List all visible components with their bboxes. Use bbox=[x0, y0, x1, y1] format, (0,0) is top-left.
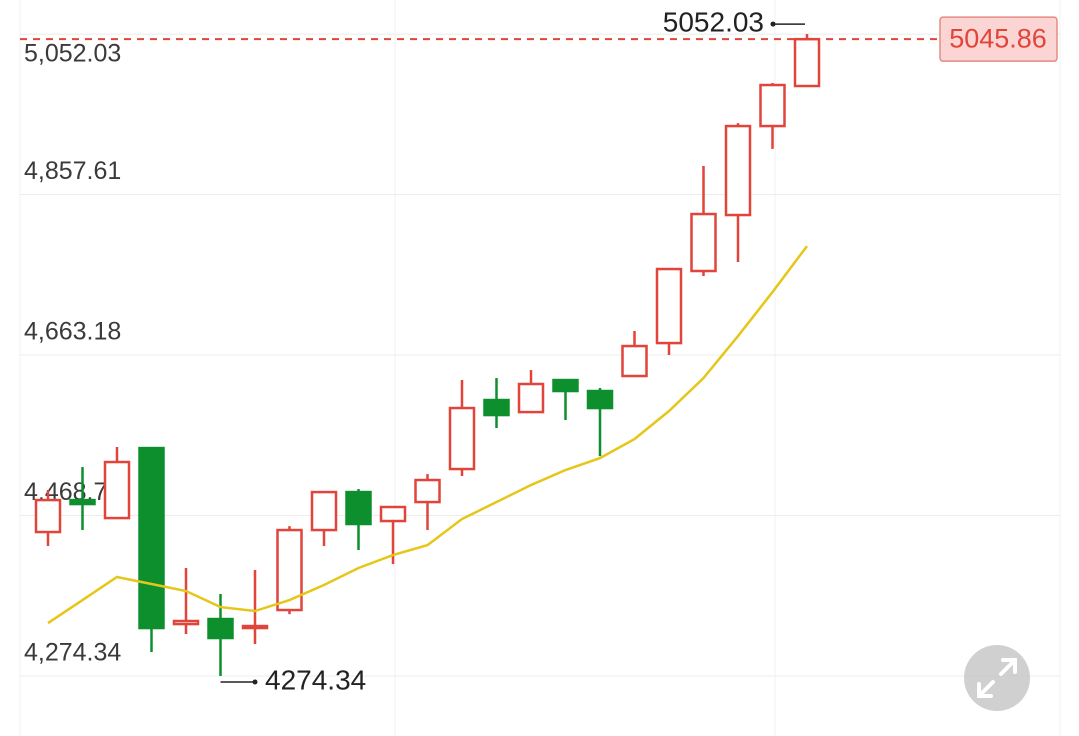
y-tick-label: 4,274.34 bbox=[24, 639, 121, 667]
candle-body bbox=[414, 478, 441, 504]
min-dot bbox=[252, 679, 258, 685]
candle-body bbox=[103, 460, 131, 520]
candle-body bbox=[586, 389, 614, 410]
last-price-box bbox=[939, 16, 1058, 62]
candle-body bbox=[517, 382, 545, 414]
plot: 5,052.034,857.614,663.184,468.764,274.34… bbox=[19, 0, 1061, 736]
candle-body bbox=[483, 398, 510, 417]
candle-body bbox=[690, 212, 717, 273]
expand-button[interactable] bbox=[964, 645, 1030, 711]
y-tick-label: 5,052.03 bbox=[24, 40, 121, 68]
candle-body bbox=[172, 619, 200, 626]
max-label: 5052.03 bbox=[663, 6, 764, 37]
candle-body bbox=[345, 490, 372, 526]
candle-body bbox=[724, 124, 752, 217]
ma-line bbox=[47, 245, 808, 625]
min-label: 4274.34 bbox=[265, 664, 366, 695]
expand-button-bg[interactable] bbox=[964, 645, 1030, 711]
candle-body bbox=[276, 528, 303, 612]
y-tick-label: 4,857.61 bbox=[24, 157, 121, 185]
candle-body bbox=[207, 617, 234, 640]
expand-icon[interactable] bbox=[977, 658, 1017, 698]
candle-body bbox=[552, 378, 579, 393]
candle-body bbox=[448, 406, 476, 471]
y-tick-label: 4,663.18 bbox=[24, 318, 121, 346]
last-price-label: 5045.86 bbox=[949, 23, 1047, 53]
candle-body bbox=[34, 498, 62, 534]
candle-body bbox=[241, 624, 269, 630]
candle-body bbox=[310, 490, 338, 532]
candle-body bbox=[138, 446, 165, 630]
candle-body bbox=[793, 37, 821, 88]
candle-body bbox=[655, 267, 683, 345]
max-dot bbox=[770, 21, 776, 27]
candle-body bbox=[759, 83, 786, 128]
candle-body bbox=[379, 505, 407, 523]
candle-body bbox=[621, 344, 648, 378]
candle-body bbox=[69, 498, 96, 506]
